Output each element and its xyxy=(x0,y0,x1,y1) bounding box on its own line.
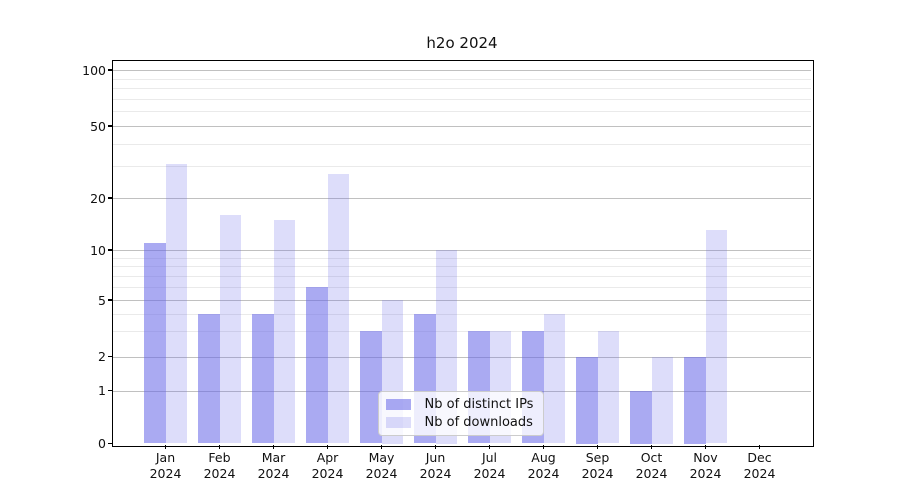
x-tick-label: Dec 2024 xyxy=(743,449,776,482)
bar-downloads-sep xyxy=(597,331,619,444)
bar-distinct-ips-apr xyxy=(306,286,328,444)
y-tick-mark xyxy=(108,69,112,71)
y-tick-label: 1 xyxy=(98,383,106,398)
x-tick-mark xyxy=(542,444,545,449)
legend-label-distinct-ips: Nb of distinct IPs xyxy=(424,396,534,412)
legend-item-downloads: Nb of downloads xyxy=(385,414,535,430)
legend-label-downloads: Nb of downloads xyxy=(424,414,533,430)
x-tick-mark xyxy=(164,444,167,449)
legend: Nb of distinct IPs Nb of downloads xyxy=(377,391,544,436)
gridline-minor xyxy=(113,78,811,80)
y-tick-mark xyxy=(108,125,112,127)
x-tick-label: Jan 2024 xyxy=(149,449,182,482)
x-tick-mark xyxy=(380,444,383,449)
gridline-minor xyxy=(113,143,811,145)
y-tick-mark xyxy=(108,355,112,358)
x-tick-label: Nov 2024 xyxy=(689,449,722,482)
legend-swatch-downloads xyxy=(385,417,411,428)
x-tick-mark xyxy=(218,444,221,449)
y-tick-label: 0 xyxy=(98,436,106,451)
y-tick-label: 2 xyxy=(98,349,106,364)
x-tick-mark xyxy=(434,444,437,449)
y-tick-mark xyxy=(108,197,112,199)
bar-distinct-ips-nov xyxy=(684,356,706,444)
plot-area xyxy=(113,61,811,444)
gridline-minor xyxy=(113,166,811,168)
bar-downloads-nov xyxy=(705,230,727,444)
y-tick-mark xyxy=(108,389,112,392)
y-tick-mark xyxy=(108,442,112,445)
bar-distinct-ips-mar xyxy=(252,313,274,444)
gridline-minor xyxy=(113,275,811,277)
gridline-major xyxy=(113,70,811,71)
bar-distinct-ips-oct xyxy=(630,390,652,444)
y-tick-label: 5 xyxy=(98,292,106,308)
x-tick-mark xyxy=(704,444,707,449)
gridline-minor xyxy=(113,257,811,259)
gridline-major xyxy=(113,356,811,358)
x-tick-label: Jul 2024 xyxy=(473,449,506,482)
chart-title: h2o 2024 xyxy=(426,34,498,52)
gridline-minor xyxy=(113,111,811,113)
x-tick-mark xyxy=(326,444,329,449)
x-tick-mark xyxy=(488,444,491,449)
x-tick-mark xyxy=(758,444,761,449)
x-tick-label: Feb 2024 xyxy=(203,449,236,482)
gridline-minor xyxy=(113,88,811,90)
y-tick-label: 100 xyxy=(82,62,106,78)
gridline-minor xyxy=(113,313,811,315)
x-tick-label: Apr 2024 xyxy=(311,449,344,482)
x-tick-label: Aug 2024 xyxy=(527,449,560,482)
gridline-major xyxy=(113,250,811,251)
gridline-major xyxy=(113,300,811,301)
bar-downloads-feb xyxy=(219,214,241,444)
y-tick-mark xyxy=(108,299,112,301)
bar-downloads-jan xyxy=(165,163,187,444)
gridline-minor xyxy=(113,98,811,100)
legend-swatch-distinct-ips xyxy=(385,399,411,410)
bar-distinct-ips-may xyxy=(360,331,382,444)
bar-distinct-ips-feb xyxy=(198,313,220,444)
bar-distinct-ips-jan xyxy=(144,242,166,444)
x-tick-label: Oct 2024 xyxy=(635,449,668,482)
gridline-minor xyxy=(113,286,811,288)
bar-distinct-ips-sep xyxy=(576,356,598,444)
x-tick-label: Mar 2024 xyxy=(257,449,290,482)
bar-downloads-oct xyxy=(651,356,673,444)
gridline-minor xyxy=(113,331,811,333)
y-tick-label: 10 xyxy=(90,242,106,258)
x-tick-label: Sep 2024 xyxy=(581,449,614,482)
gridline-minor xyxy=(113,266,811,268)
x-tick-label: Jun 2024 xyxy=(419,449,452,482)
x-tick-mark xyxy=(596,444,599,449)
gridline-major xyxy=(113,198,811,199)
x-tick-mark xyxy=(272,444,275,449)
y-tick-label: 20 xyxy=(90,190,106,206)
gridline-major xyxy=(113,126,811,127)
x-tick-mark xyxy=(650,444,653,449)
bar-downloads-aug xyxy=(543,313,565,444)
y-tick-label: 50 xyxy=(90,118,106,134)
legend-item-distinct-ips: Nb of distinct IPs xyxy=(385,396,535,412)
x-tick-label: May 2024 xyxy=(365,449,398,482)
y-tick-mark xyxy=(108,249,112,251)
bar-downloads-mar xyxy=(273,219,295,444)
bar-downloads-apr xyxy=(327,174,349,444)
